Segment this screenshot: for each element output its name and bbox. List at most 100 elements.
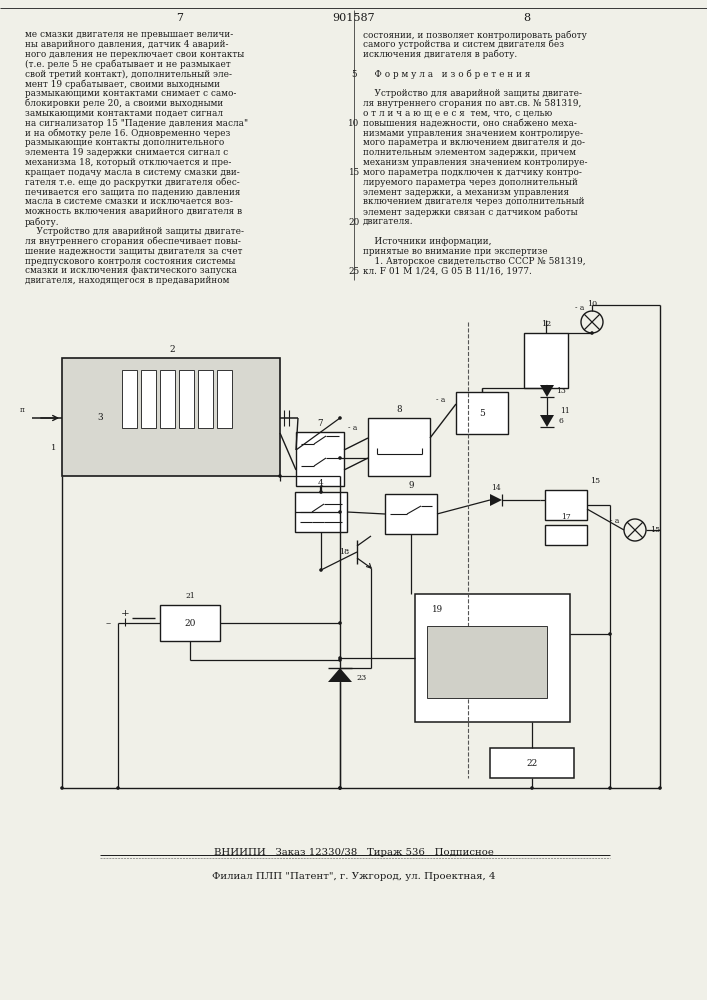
Text: ВНИИПИ   Заказ 12330/38   Тираж 536   Подписное: ВНИИПИ Заказ 12330/38 Тираж 536 Подписно… (214, 848, 494, 857)
Text: ля внутреннего сгорания по авт.св. № 581319,: ля внутреннего сгорания по авт.св. № 581… (363, 99, 581, 108)
Text: исключения двигателя в работу.: исключения двигателя в работу. (363, 50, 518, 59)
Polygon shape (540, 415, 554, 427)
Text: 21: 21 (185, 592, 195, 600)
Text: о т л и ч а ю щ е е с я  тем, что, с целью: о т л и ч а ю щ е е с я тем, что, с цель… (363, 109, 552, 118)
Text: 10: 10 (587, 300, 597, 308)
Text: 5: 5 (479, 408, 485, 418)
Text: 1. Авторское свидетельство СССР № 581319,: 1. Авторское свидетельство СССР № 581319… (363, 257, 585, 266)
Circle shape (319, 568, 323, 572)
Text: можность включения аварийного двигателя в: можность включения аварийного двигателя … (25, 207, 242, 216)
Circle shape (608, 632, 612, 636)
Text: Источники информации,: Источники информации, (363, 237, 491, 246)
Bar (141, 370, 156, 428)
Bar (427, 626, 547, 698)
Text: 3: 3 (97, 414, 103, 422)
Text: 14: 14 (491, 484, 501, 492)
Text: шение надежности защиты двигателя за счет: шение надежности защиты двигателя за сче… (25, 247, 243, 256)
Text: - a: - a (575, 304, 585, 312)
Text: мого параметра подключен к датчику контро-: мого параметра подключен к датчику контр… (363, 168, 582, 177)
Text: элемент задержки связан с датчиком работы: элемент задержки связан с датчиком работ… (363, 207, 578, 217)
Text: лируемого параметра через дополнительный: лируемого параметра через дополнительный (363, 178, 578, 187)
Text: элемента 19 задержки снимается сигнал с: элемента 19 задержки снимается сигнал с (25, 148, 228, 157)
Circle shape (338, 510, 341, 514)
Text: состоянии, и позволяет контролировать работу: состоянии, и позволяет контролировать ра… (363, 30, 587, 39)
Bar (122, 370, 137, 428)
Text: печивается его защита по падению давления: печивается его защита по падению давлени… (25, 188, 240, 197)
Text: 2: 2 (169, 344, 175, 354)
Text: полнительным элементом задержки, причем: полнительным элементом задержки, причем (363, 148, 576, 157)
Text: ля внутреннего сгорания обеспечивает повы-: ля внутреннего сгорания обеспечивает пов… (25, 237, 241, 246)
Bar (160, 605, 220, 641)
Text: 25: 25 (349, 267, 360, 276)
Circle shape (608, 786, 612, 790)
Text: +: + (121, 609, 129, 618)
Circle shape (338, 658, 341, 662)
Text: двигателя, находящегося в предаварийном: двигателя, находящегося в предаварийном (25, 276, 229, 285)
Bar (368, 418, 430, 476)
Circle shape (319, 490, 323, 494)
Text: Ф о р м у л а   и з о б р е т е н и я: Ф о р м у л а и з о б р е т е н и я (363, 69, 530, 79)
Text: и на обмотку реле 16. Одновременно через: и на обмотку реле 16. Одновременно через (25, 128, 230, 138)
Text: 8: 8 (396, 404, 402, 414)
Text: 6: 6 (559, 417, 563, 425)
Text: 12: 12 (541, 320, 551, 328)
Text: ны аварийного давления, датчик 4 аварий-: ны аварийного давления, датчик 4 аварий- (25, 40, 228, 49)
Text: 23: 23 (357, 674, 367, 682)
Text: 15: 15 (650, 526, 660, 534)
Circle shape (60, 786, 64, 790)
Circle shape (338, 786, 341, 790)
Text: самого устройства и систем двигателя без: самого устройства и систем двигателя без (363, 40, 564, 49)
Text: элемент задержки, а механизм управления: элемент задержки, а механизм управления (363, 188, 569, 197)
Text: 18: 18 (339, 548, 349, 556)
Polygon shape (540, 385, 554, 397)
Text: 19: 19 (431, 605, 443, 614)
Text: 7: 7 (317, 418, 323, 428)
Circle shape (116, 786, 119, 790)
Text: масла в системе смазки и исключается воз-: масла в системе смазки и исключается воз… (25, 197, 233, 206)
Text: смазки и исключения фактического запуска: смазки и исключения фактического запуска (25, 266, 237, 275)
Text: на сигнализатор 15 "Падение давления масла": на сигнализатор 15 "Падение давления мас… (25, 119, 248, 128)
Text: 9: 9 (408, 481, 414, 489)
Text: повышения надежности, оно снабжено меха-: повышения надежности, оно снабжено меха- (363, 119, 577, 128)
Circle shape (530, 786, 534, 790)
Text: предпускового контроля состояния системы: предпускового контроля состояния системы (25, 257, 235, 266)
Text: мент 19 срабатывает, своими выходными: мент 19 срабатывает, своими выходными (25, 79, 220, 89)
Text: 22: 22 (527, 758, 537, 768)
Text: механизм управления значением контролируе-: механизм управления значением контролиру… (363, 158, 588, 167)
Text: ного давления не переключает свои контакты: ного давления не переключает свои контак… (25, 50, 244, 59)
Text: 5: 5 (351, 70, 357, 79)
Circle shape (590, 331, 594, 335)
Text: - a: - a (349, 424, 358, 432)
Text: работу.: работу. (25, 217, 59, 227)
Text: 13: 13 (556, 387, 566, 395)
Text: ме смазки двигателя не превышает величи-: ме смазки двигателя не превышает величи- (25, 30, 233, 39)
Bar (524, 333, 568, 388)
Text: п: п (20, 406, 25, 414)
Bar (545, 525, 587, 545)
Text: Устройство для аварийной защиты двигате-: Устройство для аварийной защиты двигате- (25, 227, 244, 236)
Circle shape (338, 621, 341, 625)
Text: 1: 1 (52, 444, 57, 452)
Text: 20: 20 (349, 218, 360, 227)
Bar (160, 370, 175, 428)
Circle shape (338, 786, 341, 790)
Circle shape (338, 416, 341, 420)
Polygon shape (490, 494, 502, 506)
Text: 20: 20 (185, 618, 196, 628)
Bar (385, 494, 437, 534)
Text: размыкающими контактами снимает с само-: размыкающими контактами снимает с само- (25, 89, 236, 98)
Text: кл. F 01 M 1/24, G 05 B 11/16, 1977.: кл. F 01 M 1/24, G 05 B 11/16, 1977. (363, 266, 532, 275)
Bar (179, 370, 194, 428)
Text: свой третий контакт), дополнительный эле-: свой третий контакт), дополнительный эле… (25, 69, 232, 79)
Text: механизма 18, который отключается и пре-: механизма 18, который отключается и пре- (25, 158, 231, 167)
Text: 15: 15 (590, 477, 600, 485)
Polygon shape (328, 668, 352, 682)
Circle shape (338, 656, 341, 660)
Text: - a: - a (436, 396, 445, 404)
Text: (т.е. реле 5 не срабатывает и не размыкает: (т.е. реле 5 не срабатывает и не размыка… (25, 60, 230, 69)
Text: 7: 7 (177, 13, 184, 23)
Text: 11: 11 (560, 407, 570, 415)
Text: 901587: 901587 (333, 13, 375, 23)
Text: замыкающими контактами подает сигнал: замыкающими контактами подает сигнал (25, 109, 223, 118)
Bar (415, 594, 570, 722)
